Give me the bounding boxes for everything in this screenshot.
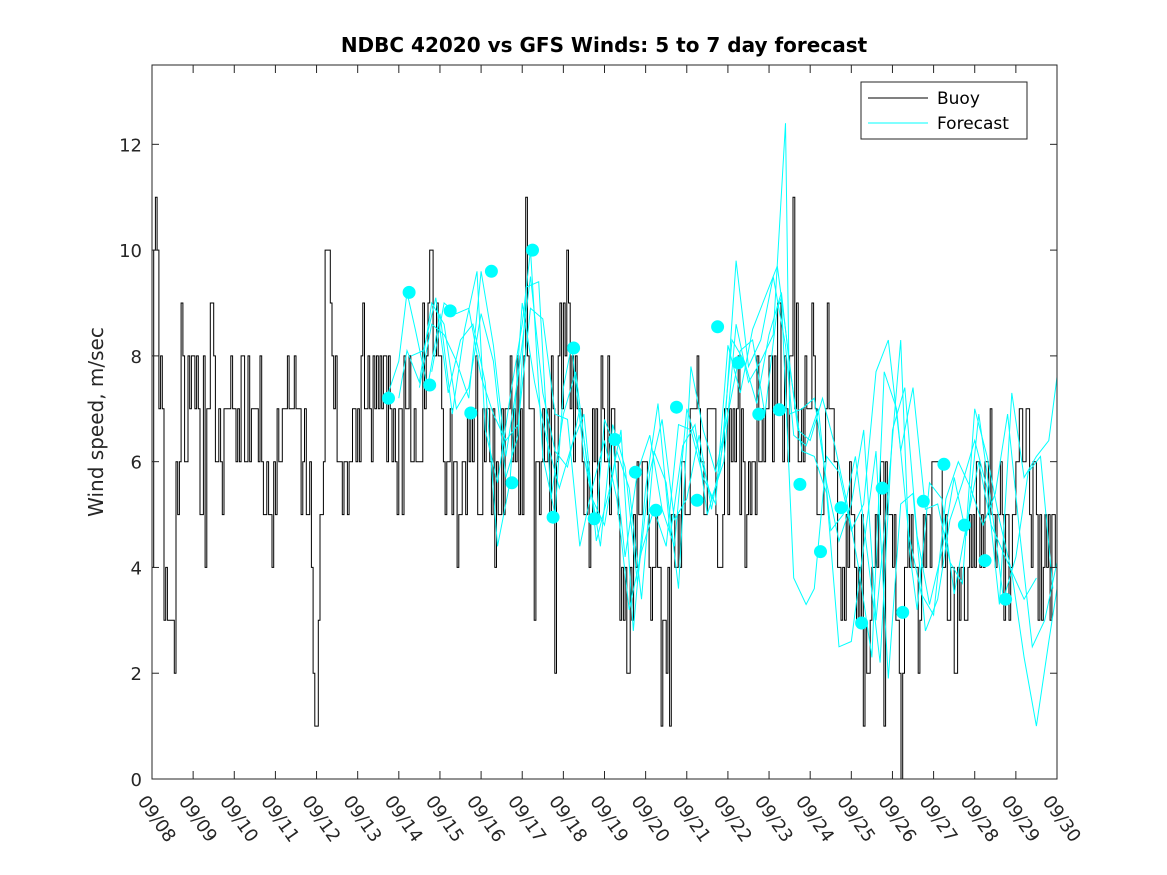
forecast-line-3: [411, 292, 1058, 679]
legend-box: [860, 81, 1028, 140]
forecast-marker: [711, 320, 725, 334]
forecast-line-4: [418, 271, 1058, 727]
forecast-marker: [443, 304, 457, 318]
legend-forecast-label: Forecast: [937, 114, 1009, 134]
forecast-marker: [423, 378, 437, 392]
forecast-marker: [999, 592, 1013, 606]
chart-title: NDBC 42020 vs GFS Winds: 5 to 7 day fore…: [341, 33, 868, 57]
forecast-markers: [382, 243, 1013, 630]
legend: Buoy Forecast: [860, 81, 1028, 140]
y-tick-label: 4: [131, 558, 142, 579]
forecast-marker: [567, 341, 581, 355]
forecast-line-5: [431, 265, 1058, 658]
forecast-marker: [752, 407, 766, 421]
forecast-marker: [896, 605, 910, 619]
y-tick-label: 6: [131, 453, 142, 474]
forecast-series: [386, 123, 1058, 727]
forecast-marker: [814, 545, 827, 559]
forecast-marker: [793, 477, 807, 491]
forecast-marker: [628, 465, 642, 479]
forecast-marker: [690, 493, 704, 507]
forecast-marker: [484, 264, 498, 278]
forecast-marker: [402, 285, 416, 299]
forecast-marker: [916, 494, 930, 508]
forecast-marker: [505, 476, 519, 490]
forecast-marker: [731, 356, 745, 370]
y-tick-label: 0: [131, 770, 142, 791]
forecast-marker: [670, 400, 683, 414]
forecast-marker: [875, 481, 889, 495]
y-tick-label: 10: [119, 241, 142, 262]
forecast-marker: [772, 403, 786, 417]
forecast-marker: [382, 391, 395, 405]
forecast-line-2: [398, 260, 1054, 663]
forecast-marker: [978, 554, 992, 568]
forecast-marker: [937, 457, 951, 471]
forecast-marker: [464, 406, 478, 420]
forecast-marker: [587, 512, 601, 526]
y-tick-label: 2: [131, 664, 142, 685]
y-axis-label: Wind speed, m/sec: [84, 327, 108, 517]
forecast-marker: [957, 518, 971, 532]
forecast-marker: [526, 243, 539, 257]
forecast-marker: [608, 433, 622, 446]
y-axis-ticks: 0 2 4 6 8 10 12: [119, 135, 1057, 791]
forecast-marker: [855, 616, 869, 630]
y-tick-label: 12: [119, 135, 142, 156]
y-tick-label: 8: [131, 347, 142, 368]
legend-buoy-label: Buoy: [937, 89, 980, 109]
forecast-marker: [834, 501, 848, 515]
forecast-marker: [546, 510, 560, 524]
forecast-marker: [649, 503, 663, 517]
